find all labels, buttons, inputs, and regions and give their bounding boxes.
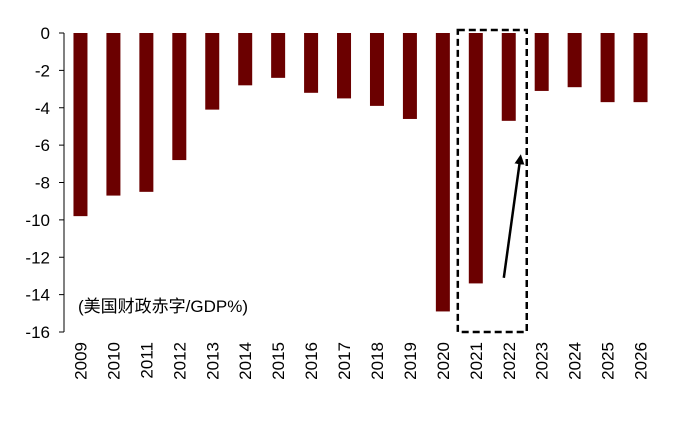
bar-2011 (139, 33, 154, 192)
y-tick-label: -8 (35, 174, 50, 193)
x-tick-label: 2026 (632, 342, 651, 380)
bar-2020 (435, 33, 450, 312)
y-tick-label: -4 (35, 99, 50, 118)
bar-2023 (534, 33, 549, 91)
bar-2018 (369, 33, 384, 106)
x-tick-label: 2021 (467, 342, 486, 380)
bar-2024 (567, 33, 582, 88)
x-tick-label: 2025 (599, 342, 618, 380)
x-tick-label: 2019 (401, 342, 420, 380)
bar-2017 (337, 33, 352, 99)
x-tick-label: 2010 (104, 342, 123, 380)
y-tick-label: -14 (25, 286, 50, 305)
y-tick-label: -16 (25, 323, 50, 342)
y-tick-label: -2 (35, 61, 50, 80)
bar-2013 (205, 33, 220, 110)
x-tick-label: 2013 (203, 342, 222, 380)
x-axis-labels: 2009 2010 2011 2012 2013 2014 2015 2016 2017 2018… (71, 342, 650, 380)
x-tick-label: 2016 (302, 342, 321, 380)
x-tick-label: 2009 (71, 342, 90, 380)
x-tick-label: 2023 (533, 342, 552, 380)
x-tick-label: 2022 (500, 342, 519, 380)
bar-2021 (468, 33, 483, 284)
trend-arrow (502, 154, 525, 278)
y-tick-label: -12 (25, 248, 50, 267)
x-tick-label: 2015 (269, 342, 288, 380)
x-tick-label: 2017 (335, 342, 354, 380)
x-tick-label: 2011 (137, 342, 156, 379)
bar-2015 (271, 33, 286, 78)
bar-2009 (73, 33, 88, 217)
y-tick-label: -6 (35, 136, 50, 155)
y-axis: 0 -2 -4 -6 -8 -10 -12 -14 -16 (25, 24, 65, 342)
bar-2016 (304, 33, 319, 93)
bar-2025 (600, 33, 615, 103)
bar-2019 (402, 33, 417, 119)
y-tick-label: -10 (25, 211, 50, 230)
x-tick-label: 2018 (368, 342, 387, 380)
x-tick-label: 2014 (236, 342, 255, 380)
bar-2010 (106, 33, 121, 196)
highlight-box (456, 28, 528, 334)
bar-2022 (501, 33, 516, 121)
bar-2026 (633, 33, 648, 103)
x-tick-label: 2024 (566, 342, 585, 380)
y-tick-label: 0 (41, 24, 50, 43)
bar-2014 (238, 33, 253, 86)
bars (73, 33, 648, 312)
x-tick-label: 2020 (434, 342, 453, 380)
chart-annotation: (美国财政赤字/GDP%) (78, 297, 248, 316)
bar-2012 (172, 33, 187, 161)
x-tick-label: 2012 (170, 342, 189, 380)
